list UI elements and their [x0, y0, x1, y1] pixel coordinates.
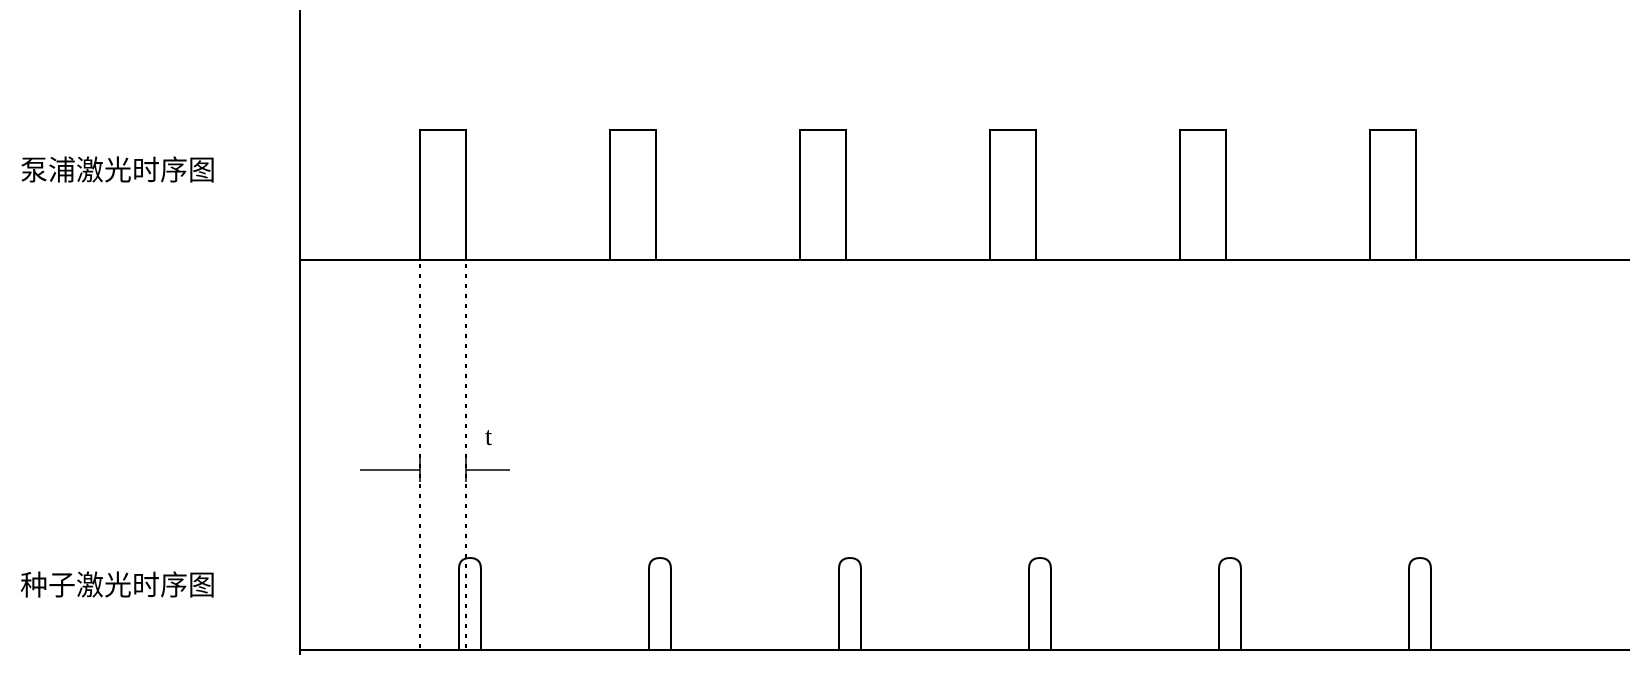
pump-pulse	[420, 130, 466, 260]
seed-pulse	[1409, 558, 1431, 650]
pump-label: 泵浦激光时序图	[20, 155, 216, 187]
seed-pulse	[1219, 558, 1241, 650]
pump-pulse	[1370, 130, 1416, 260]
pump-pulse	[990, 130, 1036, 260]
pump-pulse	[1180, 130, 1226, 260]
seed-label: 种子激光时序图	[20, 570, 216, 602]
seed-pulse	[839, 558, 861, 650]
timing-diagram: 泵浦激光时序图 种子激光时序图 t	[0, 0, 1643, 676]
pump-pulse	[800, 130, 846, 260]
delay-label: t	[485, 422, 493, 451]
seed-pulses-group	[459, 558, 1431, 650]
seed-pulse	[649, 558, 671, 650]
delay-marker	[360, 458, 510, 482]
pump-pulse	[610, 130, 656, 260]
seed-pulse	[1029, 558, 1051, 650]
pump-pulses-group	[420, 130, 1416, 260]
seed-pulse	[459, 558, 481, 650]
